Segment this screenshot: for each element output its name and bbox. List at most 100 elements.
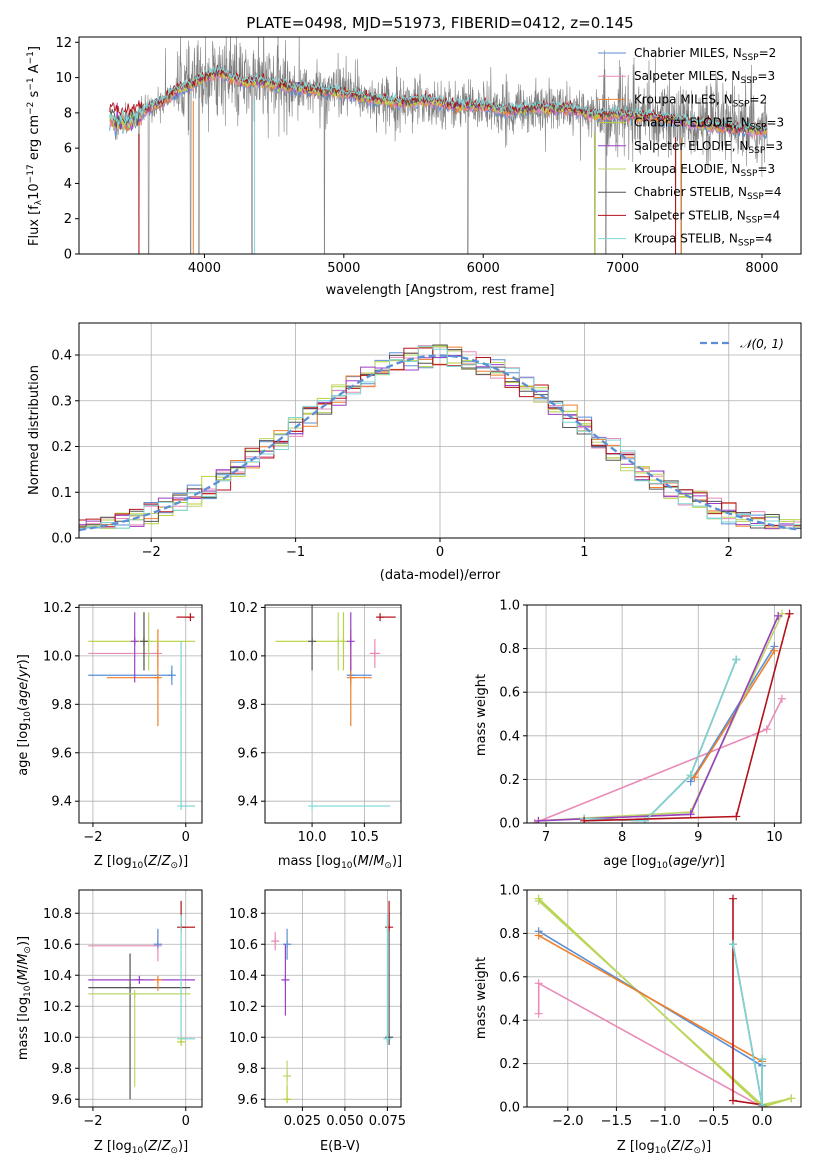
z_weight-xtick-label-1: −1.5 <box>601 1114 633 1129</box>
ebv_mass-ytick-label-6: 10.8 <box>229 907 258 922</box>
age_weight-marker-kroupa_stelib-2 <box>686 771 695 780</box>
age_weight-ytick-label-0: 0.0 <box>499 817 520 832</box>
z_weight-marker-kroupa_elodie-0 <box>534 896 543 905</box>
z_age-ytick-label-4: 10.2 <box>43 601 72 616</box>
ebv_mass-xtick-label-2: 0.075 <box>369 1114 406 1129</box>
spectrum-xtick-label-3: 7000 <box>606 261 639 276</box>
spectrum-ytick-label-5: 10 <box>55 71 72 86</box>
z_age-ytick-label-1: 9.6 <box>51 746 72 761</box>
ebv_mass-frame <box>264 889 402 1108</box>
mass_age-ytick-label-3: 10.0 <box>229 649 258 664</box>
z_weight-frame <box>526 889 802 1108</box>
mass_age-point-4 <box>346 637 355 646</box>
z_age-point-4 <box>130 637 139 646</box>
spectrum-xtick-label-4: 8000 <box>745 261 778 276</box>
z_mass-ytick-label-0: 9.6 <box>51 1093 72 1108</box>
ebv-mass-xlabel: E(B-V) <box>320 1139 360 1154</box>
z_weight-ytick-label-4: 0.8 <box>499 927 520 942</box>
residuals-hist-salpeter_stelib <box>79 347 801 529</box>
ebv_mass-point-3 <box>283 1072 292 1080</box>
z_mass-ytick-label-3: 10.2 <box>43 1000 72 1015</box>
z-age-ylabel: age [log10(age/yr)] <box>16 654 33 776</box>
ebv_mass-xtick-label-0: 0.025 <box>284 1114 321 1129</box>
age_weight-line-chabrier_miles <box>689 645 776 783</box>
z_mass-point-1 <box>153 940 162 949</box>
ebv_mass-plot-area <box>271 900 394 1104</box>
ebv_mass-point-5 <box>385 1033 394 1042</box>
spectrum-xtick-label-0: 4000 <box>188 261 221 276</box>
age_weight-marker-salpeter_elodie-2 <box>774 611 783 620</box>
z_mass-ytick-label-6: 10.8 <box>43 907 72 922</box>
age-weight-panel: 7 8 9 10 0.0 0.2 0.4 0.6 0.8 1.0 <box>499 599 802 845</box>
z_mass-ytick-label-4: 10.4 <box>43 969 72 984</box>
ebv_mass-point-1 <box>283 940 292 949</box>
mass_age-ytick-label-4: 10.2 <box>229 601 258 616</box>
age_weight-ytick-label-4: 0.8 <box>499 642 520 657</box>
age-weight-xlabel: age [log10(age/yr)] <box>603 854 725 871</box>
ebv_mass-point-2 <box>281 975 290 984</box>
spectrum-model-kroupa_stelib <box>109 65 768 132</box>
z_age-ytick-label-3: 10.0 <box>43 649 72 664</box>
ebv_mass-ytick-label-0: 9.6 <box>237 1093 258 1108</box>
z-weight-panel: −2.0 −1.5 −1.0 −0.5 0.0 0.0 0.2 0.4 0.6 0.8 1.0 <box>499 884 802 1129</box>
spectrum-ytick-label-6: 12 <box>55 36 72 51</box>
mass_age-point-1 <box>370 649 379 658</box>
z_age-point-6 <box>139 637 148 646</box>
z_weight-marker-salpeter_stelib-0 <box>728 894 737 903</box>
ebv_mass-ytick-label-5: 10.6 <box>229 938 258 953</box>
z_weight-line-kroupa_miles <box>538 934 763 1063</box>
spectrum-ytick-label-3: 6 <box>64 142 72 157</box>
spectrum-ytick-label-1: 2 <box>64 212 72 227</box>
age_weight-ytick-label-1: 0.2 <box>499 773 520 788</box>
z-weight-ylabel: mass weight <box>474 957 489 1039</box>
age_weight-xtick-label-3: 10 <box>766 830 783 845</box>
residuals-ytick-label-2: 0.2 <box>51 440 72 455</box>
mass_age-plot-area <box>275 605 396 811</box>
z_weight-ytick-label-3: 0.6 <box>499 970 520 985</box>
z_weight-xtick-label-2: −1.0 <box>649 1114 681 1129</box>
mass_age-ytick-label-2: 9.8 <box>237 698 258 713</box>
age_weight-frame <box>526 604 802 824</box>
mass_age-point-5 <box>334 637 343 646</box>
mass_age-xtick-label-0: 10.0 <box>298 830 327 845</box>
mass_age-point-7 <box>376 613 385 622</box>
z_weight-marker-kroupa_miles-0 <box>534 931 543 940</box>
z-mass-panel: −2 0 9.6 9.8 10.0 10.2 10.4 10.6 10.8 <box>43 889 203 1129</box>
age_weight-marker-kroupa_stelib-1 <box>640 816 649 823</box>
ebv_mass-ytick-label-1: 9.8 <box>237 1062 258 1077</box>
mass_age-frame <box>264 604 402 824</box>
z_mass-point-3 <box>126 983 135 992</box>
z_weight-plot-area <box>534 894 796 1107</box>
z_weight-ytick-label-0: 0.0 <box>499 1101 520 1116</box>
z_weight-xtick-label-4: 0.0 <box>752 1114 773 1129</box>
age_weight-ytick-label-2: 0.4 <box>499 729 520 744</box>
spectrum-legend-label-4: Salpeter ELODIE, NSSP=3 <box>634 139 783 156</box>
z_mass-point-2 <box>135 975 144 984</box>
age_weight-marker-salpeter_elodie-0 <box>534 816 543 823</box>
ebv_mass-point-6 <box>385 923 394 932</box>
spectrum-ylabel: Flux [fλ10−17 erg cm−2 s−1 A−1] <box>26 46 44 246</box>
z_weight-ytick-label-2: 0.4 <box>499 1014 520 1029</box>
z_mass-ytick-label-5: 10.6 <box>43 938 72 953</box>
residuals-legend-label: 𝒩(0, 1) <box>740 337 784 351</box>
spectrum-legend-label-7: Salpeter STELIB, NSSP=4 <box>634 208 780 225</box>
z_age-frame <box>78 604 203 824</box>
z_age-ytick-label-2: 9.8 <box>51 698 72 713</box>
residuals-xtick-label-4: 2 <box>725 545 733 560</box>
ebv_mass-point-4 <box>283 1095 292 1104</box>
spectrum-plot-area <box>109 37 768 254</box>
z_mass-frame <box>78 889 203 1108</box>
mass-age-xlabel: mass [log10(M/M⊙)] <box>278 854 402 871</box>
z-mass-ylabel: mass [log10(M/M⊙)] <box>16 936 33 1060</box>
residuals-xlabel: (data-model)/error <box>380 568 501 583</box>
z_mass-xtick-label-0: −2 <box>83 1114 102 1129</box>
spectrum-xlabel: wavelength [Angstrom, rest frame] <box>326 283 555 298</box>
residuals-ytick-label-1: 0.1 <box>51 486 72 501</box>
age_weight-marker-salpeter_elodie-1 <box>686 810 695 819</box>
age_weight-marker-salpeter_miles-1 <box>762 725 771 734</box>
age_weight-ytick-label-3: 0.6 <box>499 686 520 701</box>
residuals-xtick-label-0: −2 <box>142 545 161 560</box>
spectrum-title: PLATE=0498, MJD=51973, FIBERID=0412, z=0… <box>246 14 633 32</box>
z_age-point-7 <box>186 613 195 622</box>
age_weight-xtick-label-1: 8 <box>618 830 626 845</box>
